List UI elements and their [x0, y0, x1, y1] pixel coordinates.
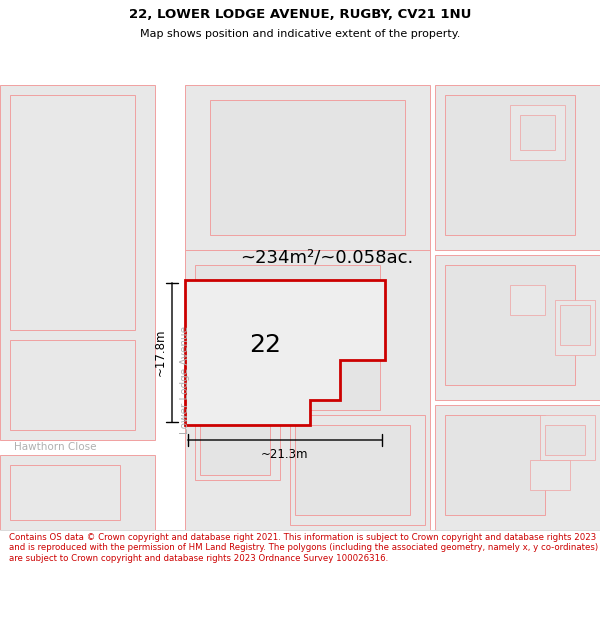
Bar: [510, 105, 565, 160]
Bar: [560, 305, 590, 345]
Bar: [295, 425, 410, 515]
Polygon shape: [185, 280, 385, 425]
Bar: [200, 420, 270, 475]
Text: ~234m²/~0.058ac.: ~234m²/~0.058ac.: [240, 249, 413, 267]
Text: 22: 22: [249, 333, 281, 357]
Bar: [435, 255, 600, 400]
Bar: [540, 415, 595, 460]
Bar: [0, 85, 155, 440]
Text: Contains OS data © Crown copyright and database right 2021. This information is : Contains OS data © Crown copyright and d…: [9, 533, 598, 562]
Bar: [10, 95, 135, 330]
Text: Map shows position and indicative extent of the property.: Map shows position and indicative extent…: [140, 29, 460, 39]
Text: ~17.8m: ~17.8m: [154, 329, 167, 376]
Bar: [10, 340, 135, 430]
Bar: [195, 415, 280, 480]
Bar: [155, 40, 185, 530]
Text: 22, LOWER LODGE AVENUE, RUGBY, CV21 1NU: 22, LOWER LODGE AVENUE, RUGBY, CV21 1NU: [129, 8, 471, 21]
Bar: [10, 465, 120, 520]
Bar: [290, 415, 425, 525]
Bar: [435, 85, 600, 250]
Bar: [445, 95, 575, 235]
Bar: [445, 265, 575, 385]
Text: Lower Lodge Avenue: Lower Lodge Avenue: [180, 326, 190, 434]
Bar: [185, 85, 430, 250]
Bar: [530, 460, 570, 490]
Text: Hawthorn Close: Hawthorn Close: [14, 442, 96, 452]
Bar: [520, 115, 555, 150]
Bar: [210, 100, 405, 235]
Bar: [555, 300, 595, 355]
Text: ~21.3m: ~21.3m: [261, 448, 309, 461]
Bar: [0, 430, 155, 450]
Bar: [0, 455, 155, 530]
Bar: [185, 250, 430, 530]
Bar: [435, 405, 600, 530]
Bar: [445, 415, 545, 515]
Bar: [545, 425, 585, 455]
Bar: [195, 265, 380, 410]
Bar: [510, 285, 545, 315]
